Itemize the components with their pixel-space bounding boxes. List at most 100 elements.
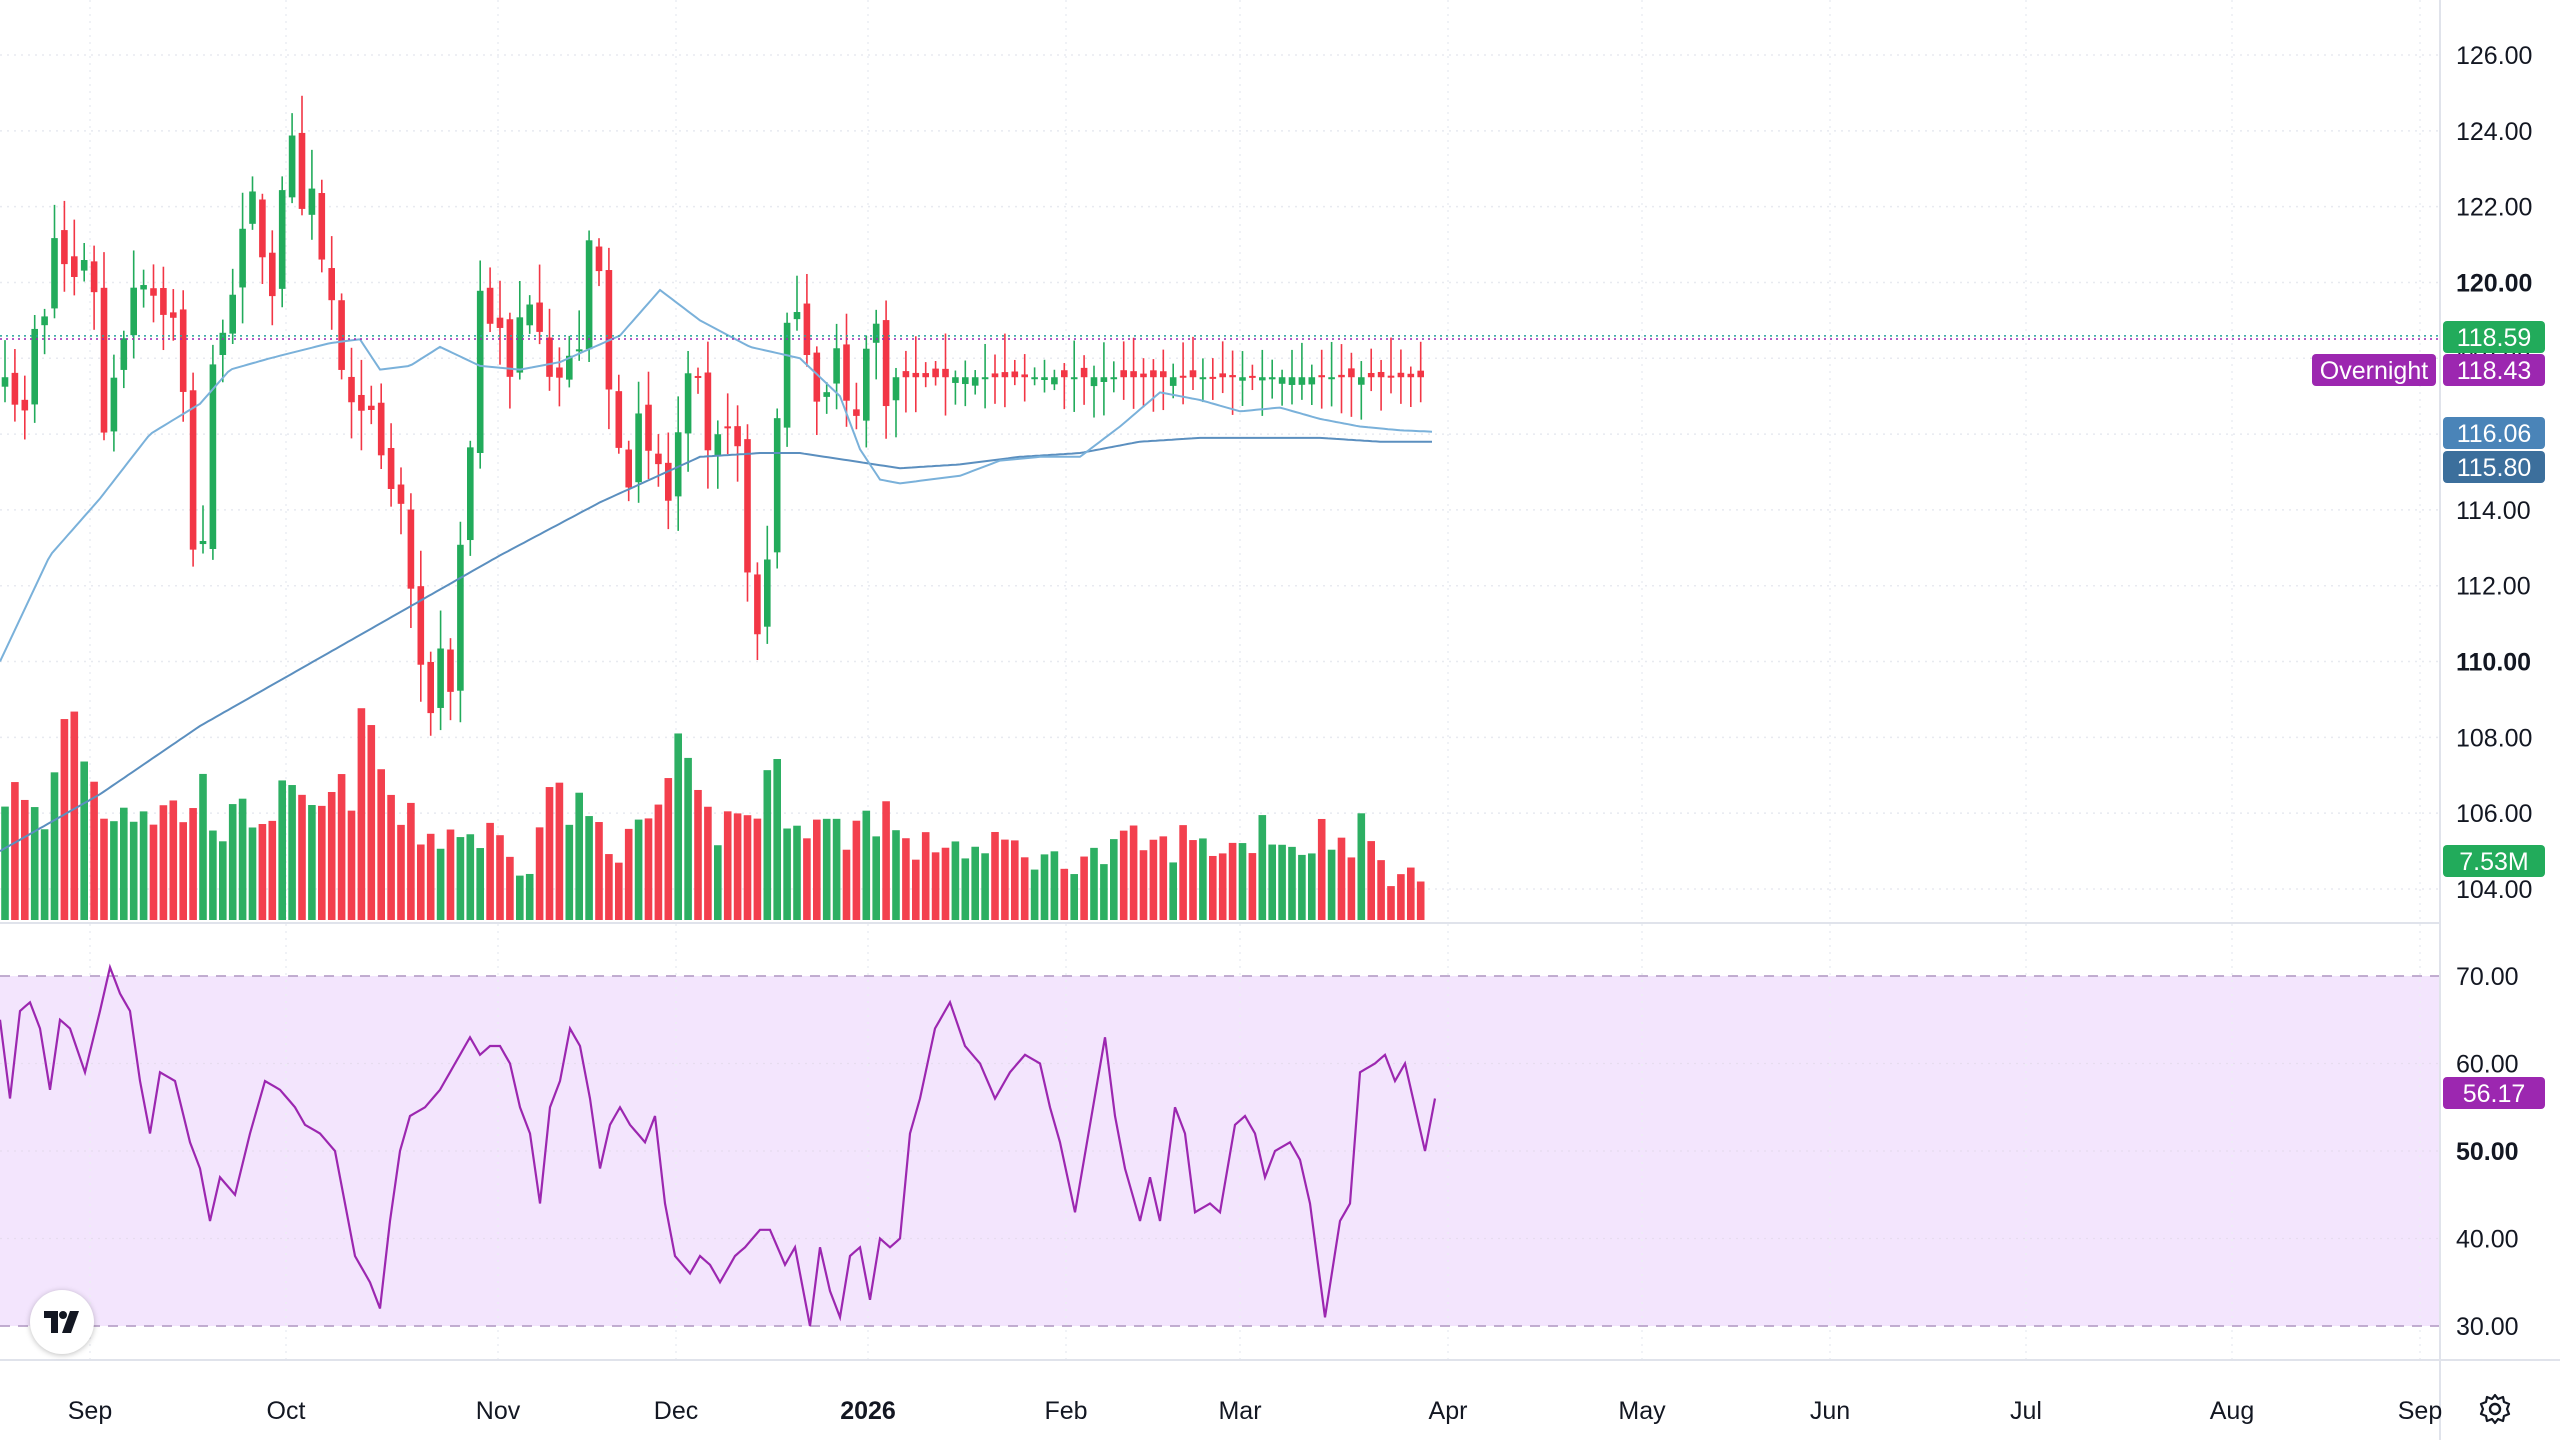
volume-bar (535, 827, 544, 920)
candle-body (823, 392, 830, 397)
time-tick-label: Jun (1810, 1397, 1850, 1425)
candle-body (902, 371, 910, 378)
rsi-tick-label: 70.00 (2456, 963, 2519, 991)
volume-bar (545, 787, 554, 920)
volume-bar (1209, 855, 1217, 920)
candle-body (1199, 377, 1207, 380)
candle-body (1358, 377, 1365, 385)
candle-body (536, 302, 543, 332)
candle-body (1367, 372, 1375, 378)
candle-body (665, 462, 672, 501)
volume-bar (931, 852, 940, 920)
volume-bar (60, 719, 69, 920)
volume-bar (189, 808, 197, 920)
volume-bar (981, 853, 989, 920)
candle-body (773, 418, 781, 553)
volume-bar (644, 818, 653, 920)
volume-bar (842, 849, 851, 920)
volume-bar (1357, 813, 1366, 920)
volume-bar (1110, 839, 1118, 920)
candles (1, 95, 1424, 736)
volume-bar (892, 830, 900, 920)
candle-body (1417, 370, 1424, 378)
candle-body (249, 191, 256, 224)
candle-body (1100, 377, 1108, 382)
candle-body (684, 373, 692, 434)
volume-bar (1258, 815, 1267, 920)
candle-body (556, 367, 563, 378)
candle-body (516, 317, 524, 373)
svg-text:116.06: 116.06 (2457, 420, 2532, 448)
candle-body (724, 426, 731, 429)
volume-bar (1238, 843, 1247, 920)
volume-bar (783, 828, 791, 920)
volume-bar (120, 807, 128, 920)
time-tick-label: Aug (2210, 1397, 2254, 1425)
candle-body (1377, 371, 1385, 378)
volume-bar (70, 711, 79, 920)
candle-body (288, 135, 296, 198)
candle-body (348, 376, 355, 403)
candle-body (1021, 374, 1028, 378)
time-tick-label: 2026 (840, 1397, 896, 1425)
candle-body (1169, 377, 1177, 386)
candle-body (971, 377, 979, 386)
volume-bar (238, 798, 247, 920)
volume-bar (149, 824, 158, 920)
volume-bar (90, 781, 98, 920)
svg-text:Overnight: Overnight (2320, 357, 2428, 385)
candle-body (952, 377, 959, 383)
volume-bar (318, 805, 326, 920)
candle-body (328, 268, 335, 301)
volume-bar (525, 873, 534, 920)
volume-bar (1020, 857, 1029, 920)
volume-bar (1129, 825, 1138, 920)
candle-body (377, 402, 385, 456)
candle-body (853, 409, 860, 416)
volume-bar (367, 725, 376, 920)
gear-icon[interactable] (2478, 1392, 2512, 1426)
candle-body (1328, 377, 1335, 380)
rsi-tick-label: 60.00 (2456, 1051, 2519, 1079)
volume-bar (1407, 867, 1415, 920)
rsi-band-lines (0, 975, 2440, 1327)
volume-bar (1397, 874, 1405, 920)
rsi-tick-label: 50.00 (2456, 1138, 2519, 1166)
volume-bar (912, 859, 920, 920)
tradingview-logo[interactable] (30, 1290, 94, 1354)
volume-bar (357, 708, 366, 920)
candle-body (595, 246, 603, 272)
volume-bar (654, 804, 663, 920)
volume-bar (347, 810, 356, 920)
candle-body (694, 375, 702, 378)
volume-bar (971, 846, 979, 920)
candle-body (397, 484, 405, 504)
candle-body (31, 328, 38, 405)
candle-body (447, 649, 454, 692)
candle-body (1397, 372, 1405, 378)
candle-body (437, 648, 444, 708)
volume-bar (882, 801, 890, 920)
candle-body (981, 377, 989, 380)
volume-bar (50, 772, 59, 920)
candle-body (1080, 367, 1088, 378)
candle-body (1090, 377, 1098, 387)
candle-body (457, 544, 464, 691)
candle-body (160, 288, 167, 315)
candle-body (1070, 377, 1078, 380)
volume-bar (1367, 841, 1375, 920)
volume-bar (793, 825, 801, 920)
candle-body (962, 377, 969, 385)
candle-body (1318, 375, 1325, 378)
candle-body (110, 377, 118, 432)
volume-bar (219, 841, 227, 920)
candle-body (417, 586, 425, 665)
volume-bar (585, 816, 593, 920)
volume-bar (199, 773, 207, 920)
volume-bar (1119, 830, 1128, 920)
volume-bar (387, 794, 395, 920)
candle-body (259, 199, 266, 258)
volume-bar (209, 830, 217, 920)
candle-body (496, 317, 504, 328)
